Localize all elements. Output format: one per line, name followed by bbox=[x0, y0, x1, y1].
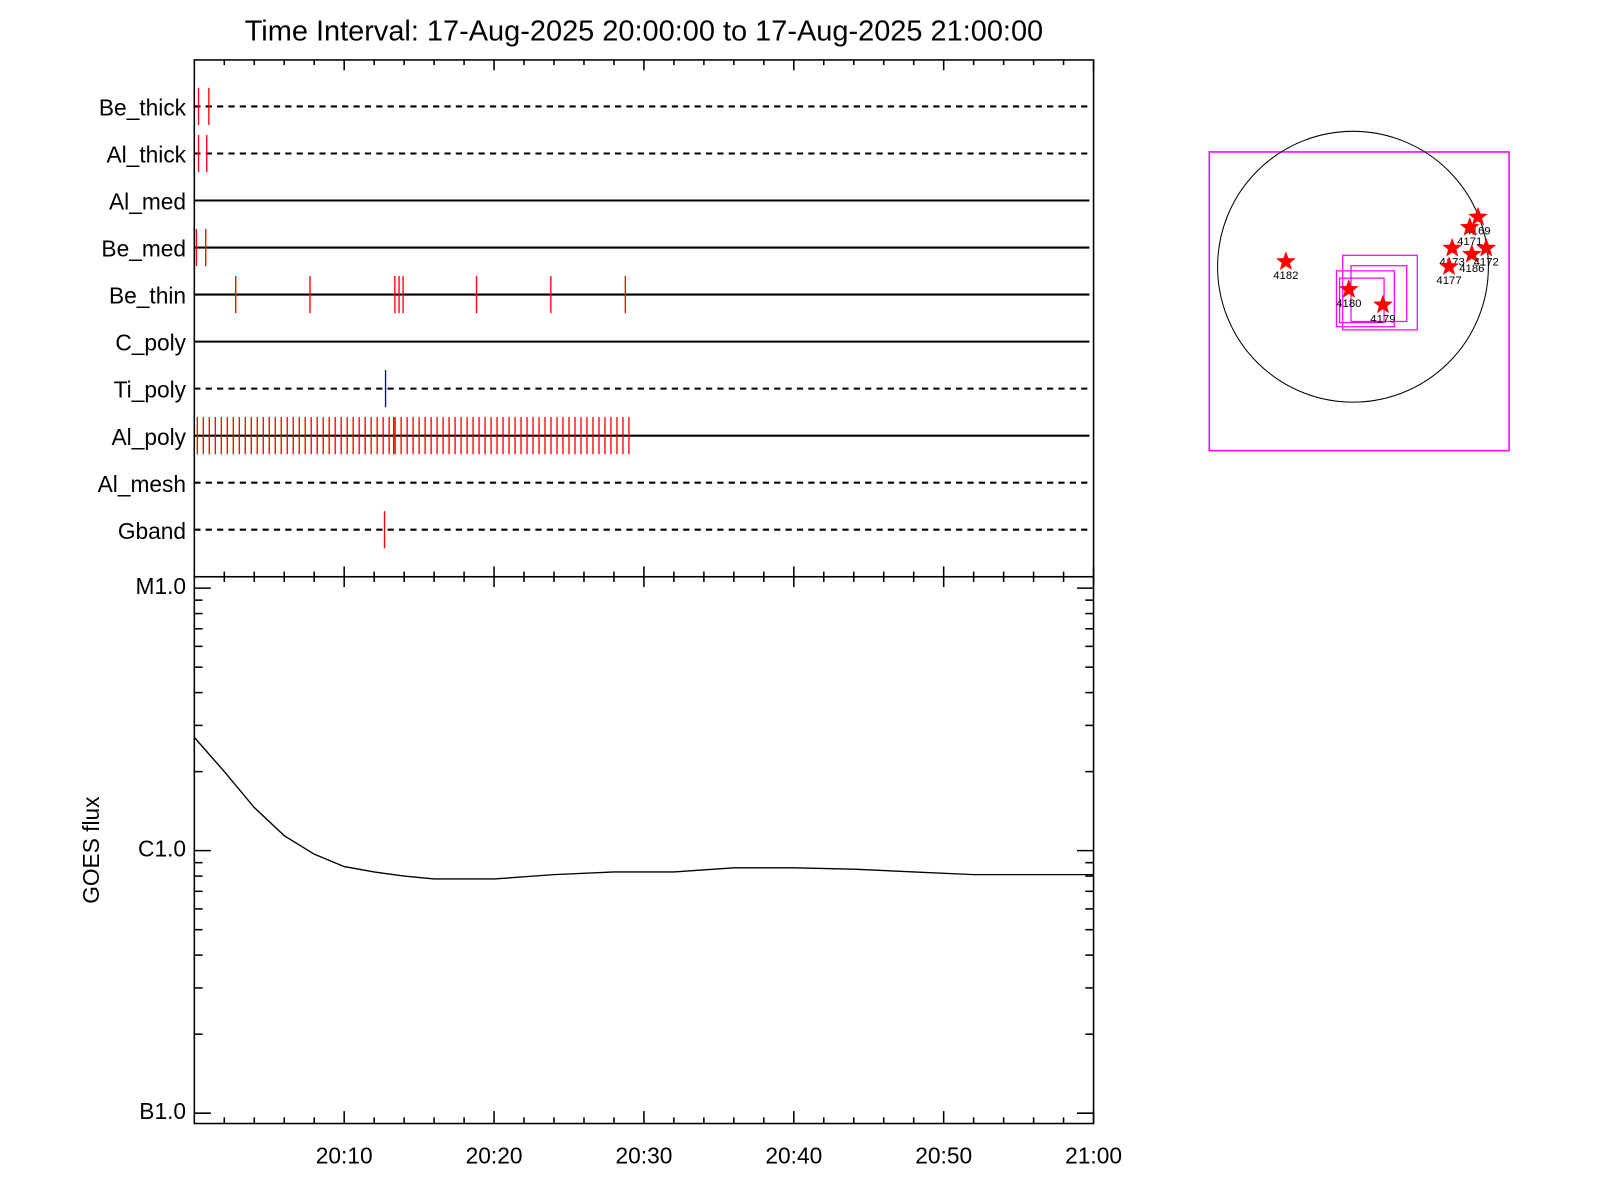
region-label: 4177 bbox=[1436, 275, 1461, 287]
panel-frame bbox=[193, 575, 1095, 1125]
x-tick-label: 20:40 bbox=[765, 1143, 822, 1169]
region-star bbox=[1442, 237, 1463, 257]
y-tick-label: M1.0 bbox=[136, 573, 187, 599]
region-star bbox=[1339, 279, 1359, 298]
region-label: 4172 bbox=[1474, 257, 1499, 269]
row-label: Al_thick bbox=[106, 142, 186, 168]
region-label: 4179 bbox=[1370, 313, 1395, 325]
region-star bbox=[1373, 294, 1393, 314]
row-label: Al_mesh bbox=[98, 471, 186, 497]
row-label: C_poly bbox=[115, 330, 186, 356]
region-label: 4180 bbox=[1336, 298, 1361, 310]
x-tick-label: 20:30 bbox=[616, 1143, 673, 1169]
chart-title: Time Interval: 17-Aug-2025 20:00:00 to 1… bbox=[245, 16, 1043, 48]
row-label: Be_med bbox=[101, 236, 186, 262]
region-label: 4182 bbox=[1273, 270, 1298, 282]
x-tick-label: 21:00 bbox=[1065, 1143, 1122, 1169]
region-star bbox=[1275, 251, 1296, 270]
row-label: Al_med bbox=[109, 189, 186, 215]
fov-box bbox=[1335, 270, 1395, 328]
region-star bbox=[1462, 243, 1482, 263]
row-label: Be_thick bbox=[99, 95, 187, 121]
fov-box bbox=[1342, 254, 1418, 331]
flux-line bbox=[193, 736, 1094, 880]
plot-area: Time Interval: 17-Aug-2025 20:00:00 to 1… bbox=[78, 16, 1510, 1169]
x-tick-label: 20:10 bbox=[316, 1143, 373, 1169]
y-tick-label: C1.0 bbox=[138, 836, 186, 862]
x-tick-label: 20:20 bbox=[466, 1143, 523, 1169]
solar-limb bbox=[1217, 130, 1489, 403]
y-axis-label: GOES flux bbox=[78, 796, 104, 904]
x-tick-label: 20:50 bbox=[915, 1143, 972, 1169]
map-frame bbox=[1208, 151, 1510, 452]
region-star bbox=[1459, 217, 1480, 236]
region-star bbox=[1439, 256, 1459, 276]
region-label: 4186 bbox=[1459, 263, 1484, 275]
row-label: Be_thin bbox=[109, 283, 186, 309]
y-tick-label: B1.0 bbox=[139, 1098, 186, 1124]
row-label: Al_poly bbox=[112, 424, 187, 450]
region-label: 4171 bbox=[1457, 236, 1482, 248]
row-label: Ti_poly bbox=[114, 377, 187, 403]
region-star bbox=[1476, 237, 1497, 257]
region-star bbox=[1468, 206, 1488, 226]
panel-frame bbox=[193, 59, 1095, 578]
row-label: Gband bbox=[118, 518, 186, 544]
region-label: 4173 bbox=[1440, 257, 1465, 269]
